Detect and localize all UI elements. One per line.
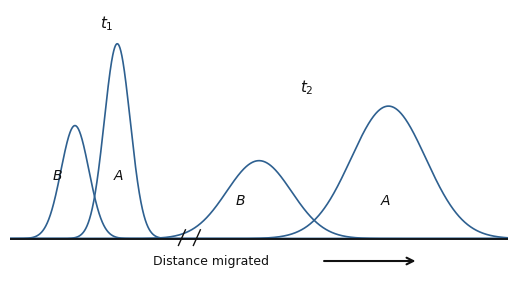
Text: Distance migrated: Distance migrated xyxy=(153,255,269,268)
Text: B: B xyxy=(53,169,62,183)
Text: B: B xyxy=(235,194,245,208)
Text: $t_1$: $t_1$ xyxy=(101,14,114,33)
Text: A: A xyxy=(381,194,391,208)
Text: A: A xyxy=(114,169,124,183)
Text: $t_2$: $t_2$ xyxy=(300,78,313,97)
